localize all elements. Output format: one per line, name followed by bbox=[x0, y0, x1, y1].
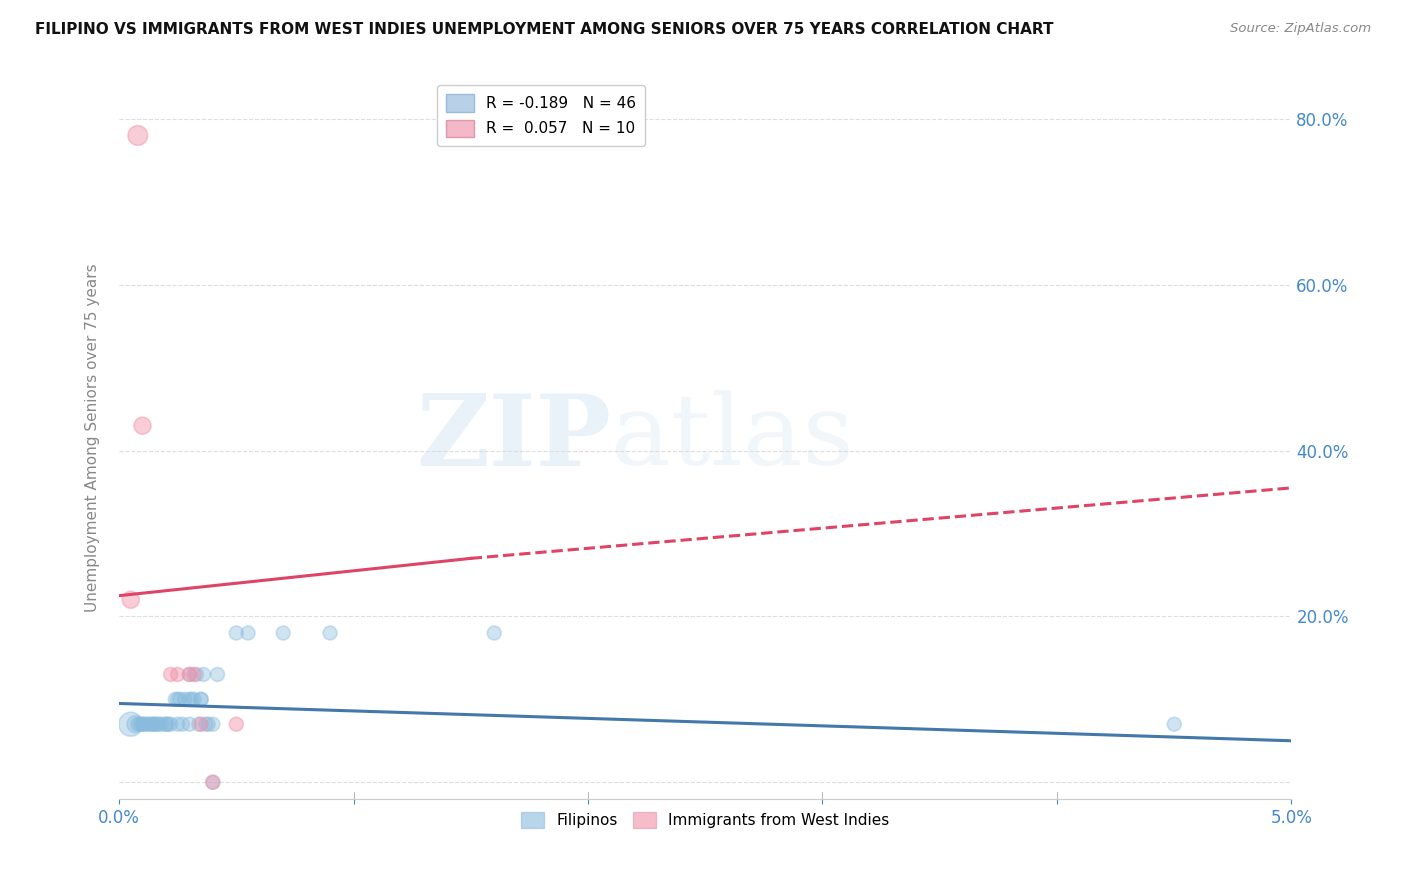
Text: ZIP: ZIP bbox=[416, 390, 612, 487]
Point bbox=[1163, 717, 1185, 731]
Point bbox=[127, 128, 149, 143]
Point bbox=[179, 667, 201, 681]
Text: FILIPINO VS IMMIGRANTS FROM WEST INDIES UNEMPLOYMENT AMONG SENIORS OVER 75 YEARS: FILIPINO VS IMMIGRANTS FROM WEST INDIES … bbox=[35, 22, 1053, 37]
Point bbox=[186, 667, 208, 681]
Point bbox=[159, 667, 181, 681]
Point bbox=[159, 717, 181, 731]
Point bbox=[155, 717, 177, 731]
Point bbox=[136, 717, 159, 731]
Point bbox=[194, 717, 217, 731]
Point bbox=[131, 418, 153, 433]
Point bbox=[183, 667, 205, 681]
Y-axis label: Unemployment Among Seniors over 75 years: Unemployment Among Seniors over 75 years bbox=[86, 264, 100, 613]
Point bbox=[165, 692, 187, 706]
Point bbox=[179, 692, 201, 706]
Point bbox=[143, 717, 166, 731]
Point bbox=[225, 626, 247, 640]
Point bbox=[131, 717, 153, 731]
Point bbox=[141, 717, 163, 731]
Point bbox=[129, 717, 152, 731]
Point bbox=[193, 667, 215, 681]
Point bbox=[120, 717, 142, 731]
Text: Source: ZipAtlas.com: Source: ZipAtlas.com bbox=[1230, 22, 1371, 36]
Point bbox=[201, 775, 224, 789]
Point bbox=[124, 717, 146, 731]
Point bbox=[190, 717, 212, 731]
Point bbox=[179, 667, 201, 681]
Point bbox=[183, 692, 205, 706]
Point bbox=[166, 717, 188, 731]
Point bbox=[201, 717, 224, 731]
Point bbox=[236, 626, 259, 640]
Point bbox=[150, 717, 173, 731]
Point bbox=[319, 626, 342, 640]
Point bbox=[131, 717, 153, 731]
Point bbox=[180, 692, 202, 706]
Point bbox=[484, 626, 506, 640]
Point bbox=[197, 717, 219, 731]
Text: atlas: atlas bbox=[612, 390, 855, 486]
Point bbox=[190, 692, 212, 706]
Point bbox=[225, 717, 247, 731]
Point bbox=[145, 717, 167, 731]
Point bbox=[155, 717, 177, 731]
Point bbox=[148, 717, 170, 731]
Point bbox=[187, 717, 209, 731]
Point bbox=[207, 667, 229, 681]
Point bbox=[166, 667, 188, 681]
Point bbox=[143, 717, 166, 731]
Point bbox=[173, 692, 195, 706]
Point bbox=[138, 717, 160, 731]
Point bbox=[134, 717, 156, 731]
Point bbox=[157, 717, 180, 731]
Point bbox=[201, 775, 224, 789]
Point bbox=[127, 717, 149, 731]
Point bbox=[179, 717, 201, 731]
Point bbox=[172, 717, 194, 731]
Point bbox=[120, 592, 142, 607]
Point bbox=[166, 692, 188, 706]
Point bbox=[190, 692, 212, 706]
Point bbox=[169, 692, 191, 706]
Point bbox=[271, 626, 294, 640]
Legend: Filipinos, Immigrants from West Indies: Filipinos, Immigrants from West Indies bbox=[515, 806, 896, 835]
